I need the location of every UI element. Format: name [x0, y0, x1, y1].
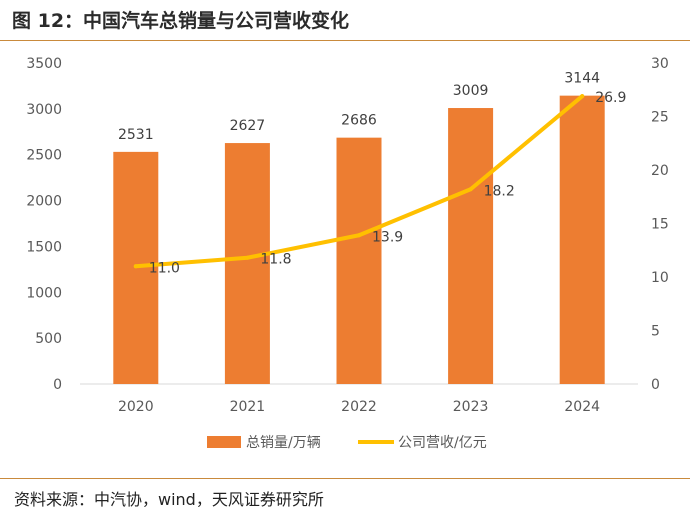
bar-value-label: 3009: [453, 83, 489, 99]
revenue-point-2021: [245, 255, 250, 260]
legend-bar-label: 总销量/万辆: [246, 435, 321, 451]
chart: 0 500 1000 1500 2000 2500 3000 3500 0 5 10 15 20 25 30…: [26, 56, 668, 451]
bar-2023: [448, 108, 494, 385]
revenue-point-2023: [468, 187, 473, 192]
y-left-tick-label: 1500: [26, 239, 62, 255]
y-left-tick-label: 0: [53, 377, 62, 393]
x-tick-label: 2023: [453, 399, 489, 415]
bar-value-label: 2531: [118, 127, 154, 143]
y-right-tick-label: 10: [651, 270, 669, 286]
x-tick-label: 2024: [564, 399, 600, 415]
title-divider: [0, 40, 690, 41]
label-layer: 2531 2627 2686 3009 3144 11.0 11.8 13.9 18.2 26.9: [118, 71, 626, 277]
line-value-label: 13.9: [372, 229, 403, 245]
x-tick-label: 2020: [118, 399, 154, 415]
legend: 总销量/万辆 公司营收/亿元: [207, 435, 487, 451]
x-tick-label: 2021: [230, 399, 266, 415]
bar-layer: [113, 95, 605, 385]
line-layer: [133, 94, 585, 269]
line-value-label: 11.8: [260, 252, 291, 268]
y-left-tick-label: 500: [35, 331, 62, 347]
source-divider: [0, 478, 690, 479]
bar-2022: [336, 137, 382, 384]
figure-title: 图 12：中国汽车总销量与公司营收变化: [12, 10, 350, 32]
legend-bar-swatch: [207, 436, 241, 448]
revenue-point-2020: [133, 264, 138, 269]
y-right-tick-label: 15: [651, 217, 669, 233]
y-left-tick-label: 3500: [26, 56, 62, 72]
y-left-tick-label: 2500: [26, 148, 62, 164]
bar-2021: [224, 143, 270, 384]
y-left-tick-label: 3000: [26, 102, 62, 118]
line-value-label: 26.9: [595, 90, 626, 106]
bar-value-label: 3144: [564, 71, 600, 87]
y-left-tick-label: 1000: [26, 285, 62, 301]
revenue-point-2024: [580, 94, 585, 99]
y-right-tick-label: 25: [651, 110, 669, 126]
y-right-tick-label: 0: [651, 377, 660, 393]
bar-2024: [559, 95, 605, 385]
axis-layer: 0 500 1000 1500 2000 2500 3000 3500 0 5 10 15 20 25 30…: [26, 56, 668, 415]
bar-value-label: 2627: [230, 118, 266, 134]
y-left-tick-label: 2000: [26, 194, 62, 210]
source-note: 资料来源：中汽协，wind，天风证券研究所: [14, 490, 324, 509]
y-right-tick-label: 20: [651, 163, 669, 179]
legend-line-label: 公司营收/亿元: [398, 435, 487, 451]
y-right-tick-label: 30: [651, 56, 669, 72]
line-value-label: 18.2: [484, 183, 515, 199]
bar-value-label: 2686: [341, 113, 377, 129]
revenue-point-2022: [357, 233, 361, 238]
x-tick-label: 2022: [341, 399, 377, 415]
line-value-label: 11.0: [149, 260, 180, 276]
y-right-tick-label: 5: [651, 324, 660, 340]
